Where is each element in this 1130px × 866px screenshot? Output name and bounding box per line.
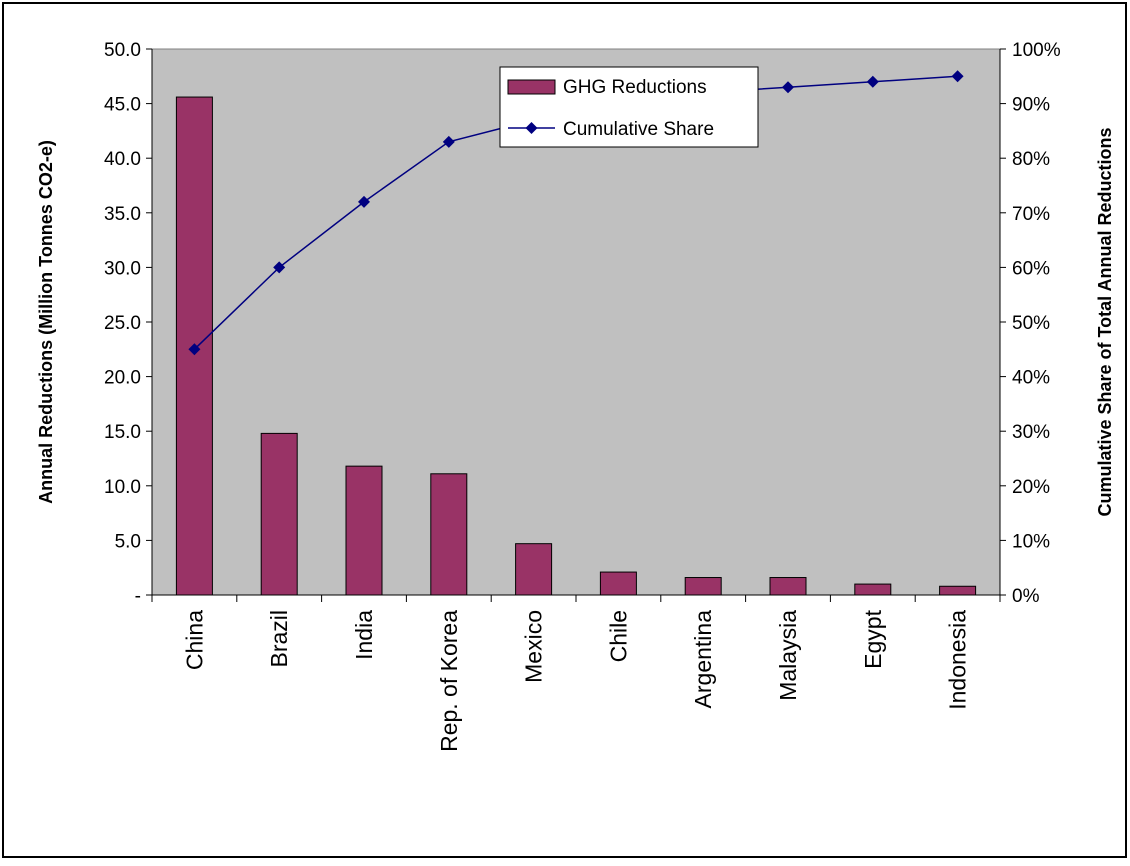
bar-malaysia bbox=[769, 577, 807, 596]
left-tick-label: 15.0 bbox=[104, 422, 141, 443]
category-label-chile: Chile bbox=[605, 610, 631, 662]
right-tick-label: 40% bbox=[1012, 368, 1050, 389]
left-tick-label: 30.0 bbox=[104, 258, 141, 279]
cumulative-share-point-brazil bbox=[273, 261, 286, 274]
bar-egypt bbox=[854, 583, 892, 596]
cumulative-share-point-egypt bbox=[866, 75, 879, 88]
category-label-mexico: Mexico bbox=[521, 610, 547, 683]
legend-swatch-ghg-reductions bbox=[507, 79, 556, 95]
left-tick-label: - bbox=[135, 586, 141, 607]
bar-argentina bbox=[684, 577, 722, 596]
left-tick-label: 20.0 bbox=[104, 368, 141, 389]
bar-brazil bbox=[260, 432, 298, 596]
left-tick-label: 40.0 bbox=[104, 149, 141, 170]
category-label-brazil: Brazil bbox=[266, 610, 292, 668]
left-tick-label: 5.0 bbox=[115, 531, 141, 552]
right-tick-label: 70% bbox=[1012, 204, 1050, 225]
cumulative-share-point-china bbox=[188, 343, 201, 356]
right-tick-label: 80% bbox=[1012, 149, 1050, 170]
right-axis-title: Cumulative Share of Total Annual Reducti… bbox=[1095, 127, 1115, 516]
category-label-indonesia: Indonesia bbox=[945, 610, 971, 710]
legend-label-ghg-reductions: GHG Reductions bbox=[563, 77, 707, 98]
right-tick-label: 60% bbox=[1012, 258, 1050, 279]
right-tick-label: 100% bbox=[1012, 40, 1061, 61]
legend: GHG Reductions Cumulative Share bbox=[499, 66, 759, 148]
axes-group bbox=[146, 48, 1006, 602]
left-tick-label: 50.0 bbox=[104, 40, 141, 61]
cumulative-share-point-india bbox=[358, 195, 370, 208]
bar-india bbox=[345, 465, 383, 596]
legend-label-cumulative-share: Cumulative Share bbox=[563, 119, 714, 140]
category-label-egypt: Egypt bbox=[860, 609, 886, 668]
legend-swatch-cumulative-share-marker bbox=[525, 122, 538, 134]
left-tick-label: 45.0 bbox=[104, 95, 141, 116]
bar-rep-of-korea bbox=[430, 473, 468, 596]
right-tick-label: 0% bbox=[1012, 586, 1040, 607]
left-tick-label: 10.0 bbox=[104, 477, 141, 498]
cumulative-share-point-rep-of-korea bbox=[442, 135, 455, 148]
category-label-rep-of-korea: Rep. of Korea bbox=[436, 610, 462, 752]
left-axis-title: Annual Reductions (Million Tonnes CO2-e) bbox=[36, 140, 56, 504]
category-label-china: China bbox=[181, 610, 207, 670]
left-tick-label: 35.0 bbox=[104, 204, 141, 225]
right-tick-label: 20% bbox=[1012, 477, 1050, 498]
bar-chile bbox=[599, 571, 637, 596]
left-tick-label: 25.0 bbox=[104, 313, 141, 334]
right-tick-label: 30% bbox=[1012, 422, 1050, 443]
right-tick-label: 90% bbox=[1012, 95, 1050, 116]
cumulative-share-point-indonesia bbox=[951, 70, 964, 83]
tick-label-group: - 5.0 10.0 15.0 20.0 25.0 30.0 35.0 40.0 45.0 50.0… bbox=[104, 40, 1061, 752]
bar-indonesia bbox=[939, 585, 977, 596]
right-tick-label: 50% bbox=[1012, 313, 1050, 334]
category-label-argentina: Argentina bbox=[690, 610, 716, 709]
cumulative-share-point-malaysia bbox=[782, 81, 794, 94]
bar-mexico bbox=[515, 543, 553, 596]
category-label-malaysia: Malaysia bbox=[775, 610, 801, 701]
category-label-india: India bbox=[351, 610, 377, 660]
right-tick-label: 10% bbox=[1012, 531, 1050, 552]
